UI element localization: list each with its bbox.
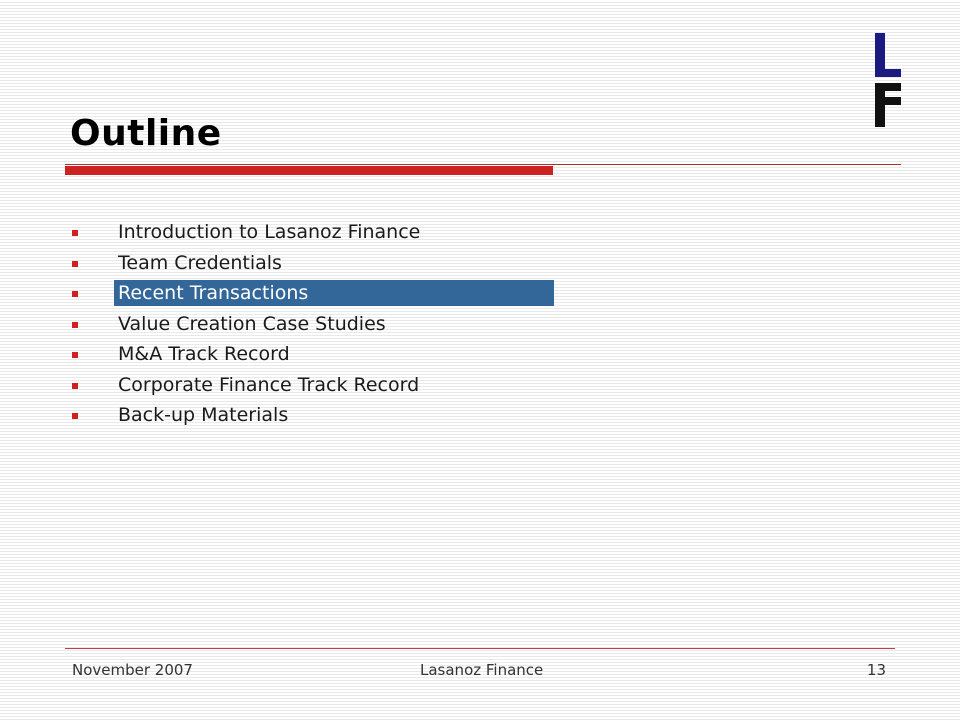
square-bullet-icon bbox=[72, 352, 78, 358]
square-bullet-icon bbox=[72, 230, 78, 236]
lasanoz-finance-logo-icon bbox=[875, 33, 901, 127]
outline-item-recent-transactions[interactable]: Recent Transactions bbox=[0, 280, 960, 311]
title-accent-bar bbox=[65, 166, 553, 175]
footer-page-number: 13 bbox=[866, 661, 886, 679]
footer-date: November 2007 bbox=[72, 661, 193, 679]
square-bullet-icon bbox=[72, 291, 78, 297]
outline-item-label: M&A Track Record bbox=[118, 343, 290, 365]
outline-item-ma-track-record[interactable]: M&A Track Record bbox=[0, 341, 960, 372]
outline-list: Introduction to Lasanoz Finance Team Cre… bbox=[0, 219, 960, 433]
square-bullet-icon bbox=[72, 321, 78, 328]
footer-company: Lasanoz Finance bbox=[420, 661, 544, 679]
square-bullet-icon bbox=[72, 413, 78, 419]
outline-item-label: Team Credentials bbox=[118, 251, 282, 274]
slide-title: Outline bbox=[70, 113, 222, 154]
title-divider bbox=[65, 164, 901, 165]
footer-divider bbox=[65, 648, 895, 649]
outline-item-introduction[interactable]: Introduction to Lasanoz Finance bbox=[0, 219, 960, 250]
outline-item-label: Introduction to Lasanoz Finance bbox=[118, 221, 421, 243]
outline-item-value-creation[interactable]: Value Creation Case Studies bbox=[0, 311, 960, 342]
outline-item-label: Corporate Finance Track Record bbox=[118, 373, 420, 396]
outline-item-label: Back-up Materials bbox=[118, 404, 289, 426]
square-bullet-icon bbox=[72, 382, 78, 389]
square-bullet-icon bbox=[72, 260, 78, 267]
outline-item-backup-materials[interactable]: Back-up Materials bbox=[0, 402, 960, 433]
outline-item-team-credentials[interactable]: Team Credentials bbox=[0, 250, 960, 281]
outline-item-label: Value Creation Case Studies bbox=[118, 312, 386, 335]
outline-item-corporate-finance[interactable]: Corporate Finance Track Record bbox=[0, 372, 960, 403]
outline-item-label: Recent Transactions bbox=[114, 280, 554, 306]
